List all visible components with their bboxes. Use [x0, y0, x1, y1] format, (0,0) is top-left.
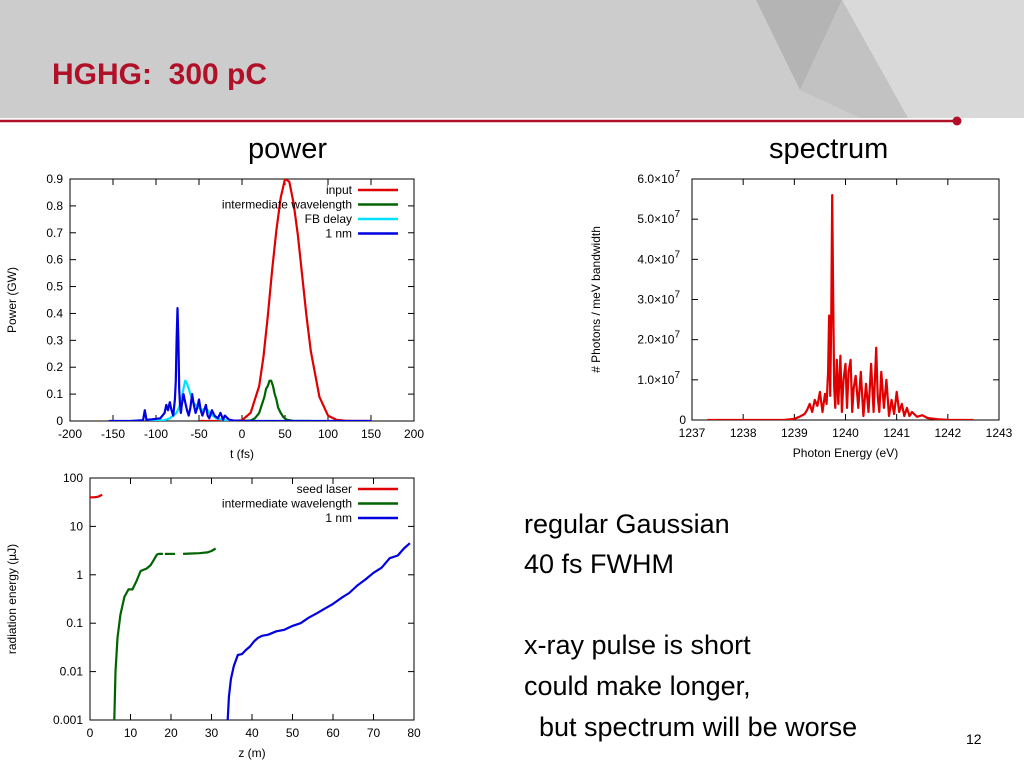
y-tick-label: 0.6: [46, 253, 63, 267]
x-tick-label: 1237: [679, 426, 706, 440]
x-tick-label: -50: [190, 427, 208, 441]
legend-label: 1 nm: [325, 511, 352, 525]
power-heading: power: [248, 133, 327, 165]
y-tick-label: 2.0×107: [637, 330, 680, 347]
series-line-1-nm: [108, 307, 371, 421]
legend-label: intermediate wavelength: [222, 198, 352, 212]
x-tick-label: 150: [361, 427, 381, 441]
legend-label: seed laser: [297, 482, 352, 496]
x-tick-label: 200: [404, 427, 424, 441]
x-tick-label: 1238: [730, 426, 757, 440]
x-tick-label: 1243: [986, 426, 1013, 440]
note-line-2: 40 fs FWHM: [524, 549, 675, 579]
x-tick-label: 0: [87, 726, 94, 740]
y-tick-label: 0: [679, 413, 686, 427]
series-line-intermediate-wavelength: [113, 552, 163, 720]
y-tick-label: 0.9: [46, 172, 63, 186]
energy-chart: 0 10 20 30 40 50 60 70 80 0.001 0.01 0.1 1 10 100 z (m)…: [5, 471, 421, 760]
y-tick-label: 1.0×107: [637, 370, 680, 387]
series-line-1-nm: [226, 542, 411, 720]
series-line-intermediate-wavelength: [241, 379, 311, 421]
x-tick-label: -150: [101, 427, 125, 441]
y-tick-label: 0.01: [60, 665, 84, 679]
x-axis-label: Photon Energy (eV): [793, 446, 898, 460]
x-axis-label: t (fs): [230, 447, 254, 461]
x-tick-label: 30: [205, 726, 219, 740]
y-tick-label: 3.0×107: [637, 290, 680, 307]
y-tick-label: 0: [56, 414, 63, 428]
note-line-1: regular Gaussian: [524, 509, 730, 539]
y-tick-label: 0.1: [46, 387, 63, 401]
y-tick-label: 0.001: [53, 713, 83, 727]
plot-frame: [69, 178, 415, 422]
y-tick-label: 0.8: [46, 199, 63, 213]
y-tick-label: 0.3: [46, 333, 63, 347]
plot-frame: [89, 477, 415, 721]
y-tick-label: 10: [70, 519, 84, 533]
y-tick-label: 5.0×107: [637, 209, 680, 226]
header-band: [0, 0, 1024, 118]
x-tick-label: 50: [286, 726, 300, 740]
series-line-input: [199, 179, 371, 421]
legend-label: intermediate wavelength: [222, 497, 352, 511]
x-axis-label: z (m): [238, 746, 265, 760]
y-tick-label: 1: [76, 568, 83, 582]
x-tick-label: 1240: [832, 426, 859, 440]
legend-label: 1 nm: [325, 227, 352, 241]
x-tick-label: 100: [318, 427, 338, 441]
y-tick-label: 0.1: [66, 616, 83, 630]
y-axis-label: Power (GW): [5, 267, 19, 333]
x-tick-label: 0: [239, 427, 246, 441]
y-axis-label: # Photons / meV bandwidth: [589, 226, 603, 373]
y-tick-label: 0.4: [46, 306, 63, 320]
spectrum-heading: spectrum: [769, 133, 889, 165]
header-triangle-mid: [800, 0, 908, 118]
y-axis-label: radiation energy (µJ): [5, 544, 19, 654]
page-number: 12: [966, 731, 982, 747]
spectrum-chart: 1237 1238 1239 1240 1241 1242 1243 0 1.0×107 2.0×…: [589, 169, 1013, 460]
x-tick-label: 1241: [883, 426, 910, 440]
series-line-intermediate-wavelength: [183, 547, 217, 555]
note-line-5: could make longer,: [524, 671, 751, 701]
header-triangle-left: [756, 0, 842, 90]
y-tick-label: 4.0×107: [637, 249, 680, 266]
series-line-seed-laser: [90, 493, 103, 499]
y-tick-label: 100: [63, 471, 83, 485]
y-tick-label: 0.5: [46, 280, 63, 294]
x-tick-label: 40: [245, 726, 259, 740]
legend-label: input: [326, 183, 353, 197]
title-rule-dot: [952, 116, 962, 126]
x-tick-label: 1242: [934, 426, 961, 440]
y-tick-label: 6.0×107: [637, 169, 680, 186]
note-line-4: x-ray pulse is short: [524, 630, 751, 660]
x-tick-label: 20: [164, 726, 178, 740]
series-line-spectrum: [707, 194, 974, 420]
slide-title: HGHG: 300 pC: [52, 58, 268, 91]
x-tick-label: 50: [278, 427, 292, 441]
note-line-6: but spectrum will be worse: [524, 712, 858, 742]
x-tick-label: 80: [407, 726, 421, 740]
x-tick-label: -100: [144, 427, 168, 441]
legend-label: FB delay: [305, 212, 352, 226]
header-triangle-right: [842, 0, 1024, 118]
x-tick-label: -200: [58, 427, 82, 441]
x-tick-label: 1239: [781, 426, 808, 440]
x-tick-label: 70: [367, 726, 381, 740]
power-chart: -200 -150 -100 -50 0 50 100 150 200 0 0.1 0.2 0.3 0.4…: [5, 172, 424, 461]
x-tick-label: 10: [124, 726, 138, 740]
x-tick-label: 60: [326, 726, 340, 740]
y-tick-label: 0.7: [46, 226, 63, 240]
y-tick-label: 0.2: [46, 360, 63, 374]
